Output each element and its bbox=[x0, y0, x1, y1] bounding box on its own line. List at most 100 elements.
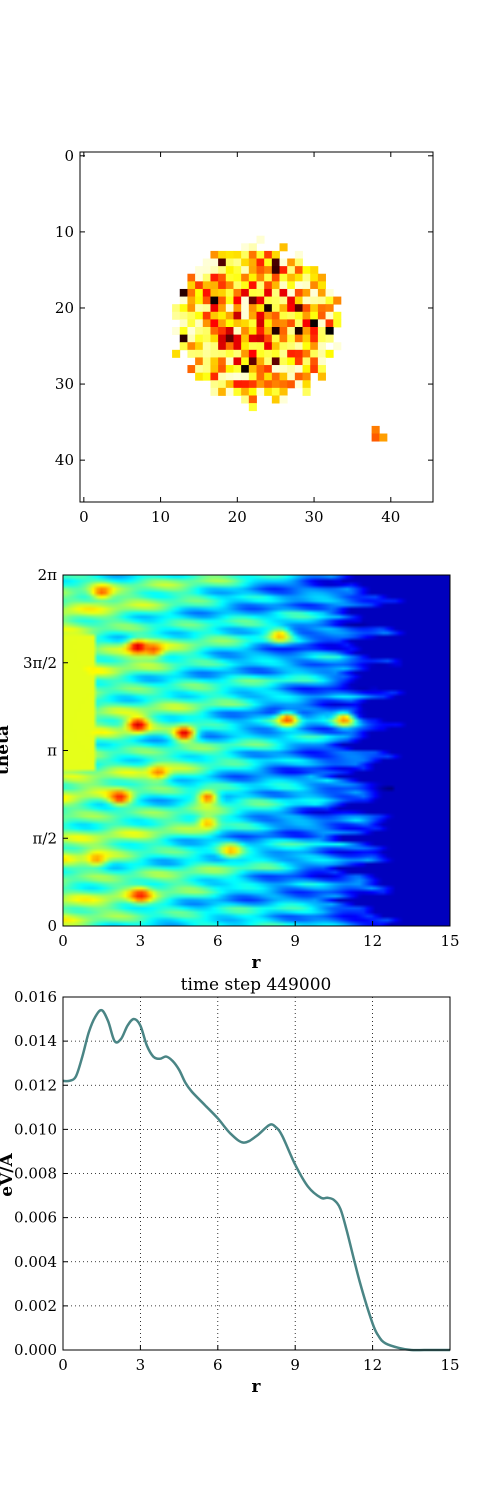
heatmap-cell bbox=[256, 288, 265, 297]
heatmap-cell bbox=[233, 258, 242, 267]
heatmap-cell bbox=[233, 365, 242, 374]
heatmap-cell bbox=[195, 266, 204, 275]
heatmap-cell bbox=[202, 365, 211, 374]
heatmap-cell bbox=[287, 380, 296, 389]
heatmap-cell bbox=[202, 319, 211, 328]
heatmap-cell bbox=[264, 380, 273, 389]
heatmap-cell bbox=[287, 304, 296, 313]
heatmap-cell bbox=[279, 296, 288, 305]
x-tick-label: 20 bbox=[228, 508, 247, 526]
heatmap-cell bbox=[179, 327, 188, 336]
heatmap-cell bbox=[225, 266, 234, 275]
y-tick-label: π/2 bbox=[33, 829, 57, 847]
heatmap-cell bbox=[233, 357, 242, 366]
heatmap-cell bbox=[248, 273, 257, 282]
heatmap-cell bbox=[172, 349, 181, 358]
heatmap-cell bbox=[333, 296, 342, 305]
heatmap-cell bbox=[302, 327, 311, 336]
heatmap-cell bbox=[210, 281, 219, 290]
y-tick-label: 3π/2 bbox=[23, 654, 57, 672]
heatmap-cell bbox=[248, 281, 257, 290]
heatmap-cell bbox=[241, 395, 250, 404]
heatmap-cell bbox=[218, 250, 227, 259]
heatmap-cell bbox=[256, 342, 265, 351]
heatmap-cell bbox=[172, 304, 181, 313]
heatmap-cell bbox=[187, 304, 196, 313]
heatmap-cell bbox=[218, 327, 227, 336]
heatmap-cell bbox=[248, 258, 257, 267]
panel-r-theta-map: 0 3 6 9 12 15 0 π/2 π 3π/2 2π r theta bbox=[0, 566, 460, 973]
y-tick-label: 30 bbox=[55, 375, 74, 393]
heatmap-cell bbox=[333, 319, 342, 328]
heatmap-cell bbox=[302, 372, 311, 381]
heatmap-cell bbox=[310, 281, 319, 290]
heatmap-cell bbox=[302, 387, 311, 396]
heatmap-cell bbox=[333, 311, 342, 320]
heatmap-cell bbox=[225, 365, 234, 374]
heatmap-cell bbox=[279, 273, 288, 282]
heatmap-cell bbox=[233, 342, 242, 351]
heatmap-cell bbox=[287, 334, 296, 343]
heatmap-cell bbox=[187, 327, 196, 336]
heatmap-cell bbox=[233, 266, 242, 275]
heatmap-cell bbox=[210, 258, 219, 267]
heatmap-cell bbox=[271, 395, 280, 404]
heatmap-cell bbox=[279, 311, 288, 320]
heatmap-cell bbox=[294, 327, 303, 336]
panel-heatmap-grid: 0 10 20 30 40 0 10 20 30 40 bbox=[55, 147, 434, 526]
heatmap-cell bbox=[279, 266, 288, 275]
x-tick-label: 40 bbox=[381, 508, 400, 526]
heatmap-cell bbox=[225, 387, 234, 396]
heatmap-cell bbox=[233, 250, 242, 259]
heatmap-cell bbox=[225, 357, 234, 366]
heatmap-cell bbox=[195, 319, 204, 328]
heatmap-cell bbox=[241, 319, 250, 328]
heatmap-cell bbox=[248, 357, 257, 366]
heatmap-cell bbox=[233, 380, 242, 389]
heatmap-cell bbox=[264, 281, 273, 290]
heatmap-cell bbox=[172, 327, 181, 336]
heatmap-cell bbox=[271, 319, 280, 328]
heatmap-cell bbox=[248, 349, 257, 358]
heatmap-cell bbox=[233, 273, 242, 282]
heatmap-cell bbox=[279, 281, 288, 290]
heatmap-cell bbox=[287, 288, 296, 297]
heatmap-cell bbox=[218, 342, 227, 351]
x-tick-label: 9 bbox=[290, 932, 300, 950]
y-tick-label: 20 bbox=[55, 299, 74, 317]
heatmap-cell bbox=[195, 365, 204, 374]
heatmap-cell bbox=[195, 349, 204, 358]
heatmap-cell bbox=[187, 281, 196, 290]
heatmap-cell bbox=[225, 304, 234, 313]
heatmap-cell bbox=[302, 311, 311, 320]
heatmap-cell bbox=[310, 266, 319, 275]
heatmap-cell bbox=[218, 380, 227, 389]
heatmap-cell bbox=[179, 319, 188, 328]
heatmap-cell bbox=[241, 380, 250, 389]
heatmap-cell bbox=[225, 288, 234, 297]
heatmap-cell bbox=[325, 296, 334, 305]
heatmap-cell bbox=[195, 296, 204, 305]
heatmap-cell bbox=[294, 334, 303, 343]
heatmap-cell bbox=[310, 349, 319, 358]
y-tick-label: 0.010 bbox=[14, 1120, 57, 1138]
heatmap-cell bbox=[271, 372, 280, 381]
heatmap-cell bbox=[256, 349, 265, 358]
heatmap-cell bbox=[294, 250, 303, 259]
r-theta-ticks: 0 3 6 9 12 15 0 π/2 π 3π/2 2π bbox=[23, 566, 460, 950]
heatmap-cell bbox=[202, 304, 211, 313]
heatmap-cell bbox=[225, 342, 234, 351]
heatmap-cell bbox=[279, 395, 288, 404]
heatmap-cell bbox=[210, 288, 219, 297]
heatmap-cell bbox=[264, 342, 273, 351]
heatmap-cell bbox=[202, 334, 211, 343]
x-tick-label: 0 bbox=[58, 932, 68, 950]
heatmap-cell bbox=[256, 281, 265, 290]
heatmap-cell bbox=[310, 311, 319, 320]
heatmap-cell bbox=[325, 334, 334, 343]
heatmap-cell bbox=[325, 319, 334, 328]
heatmap-cell bbox=[317, 304, 326, 313]
y-tick-label: 0.014 bbox=[14, 1032, 57, 1050]
heatmap-cell bbox=[218, 266, 227, 275]
x-tick-label: 3 bbox=[136, 932, 146, 950]
